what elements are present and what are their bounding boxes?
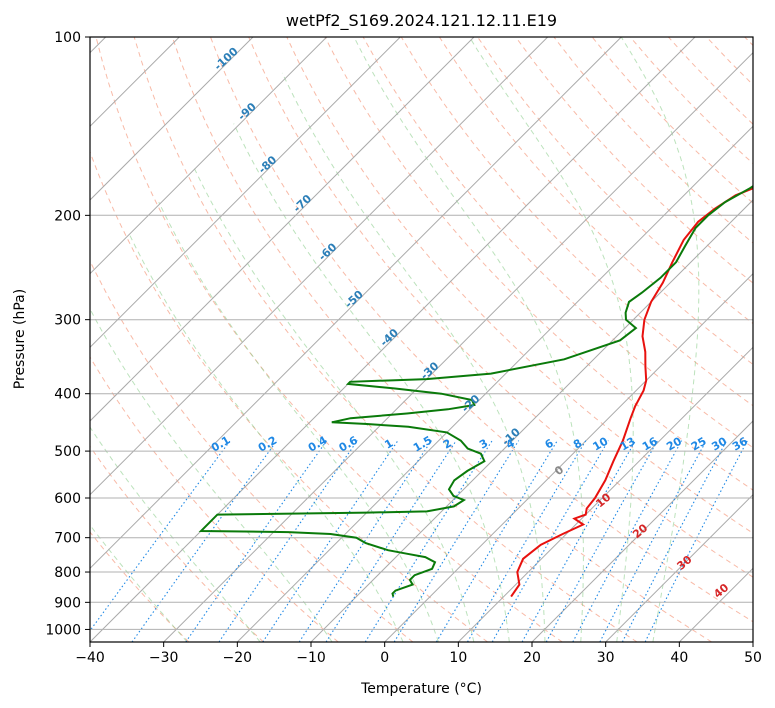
dry-adiabat-line <box>90 445 264 642</box>
mixing-ratio-line <box>298 440 432 642</box>
isotherm-line <box>90 37 401 349</box>
background-lines <box>90 37 753 642</box>
moist-adiabat-line <box>128 233 404 642</box>
isotherm-line <box>90 37 475 422</box>
y-tick-label: 100 <box>54 30 81 46</box>
dewpoint-profile-line <box>198 185 753 597</box>
temperature-profile-line <box>510 187 753 598</box>
isotherm-line <box>457 346 753 642</box>
mixing-ratio-line <box>644 440 748 642</box>
isotherm-line <box>605 493 753 642</box>
y-axis-label: Pressure (hPa) <box>12 289 28 389</box>
isotherm-line <box>163 51 753 642</box>
x-axis-label: Temperature (°C) <box>360 681 482 697</box>
mixing-ratio-line <box>467 440 587 642</box>
mixing-ratio-line <box>325 440 457 642</box>
plot-frame <box>89 36 754 643</box>
isotherm-line <box>90 37 328 275</box>
mixing-ratio-line <box>364 440 493 642</box>
moist-adiabat-line <box>90 308 333 642</box>
x-tick-label: −30 <box>149 650 179 666</box>
dry-adiabat-line <box>438 37 753 366</box>
x-tick-label: 10 <box>449 650 467 666</box>
moist-adiabat-line <box>90 524 188 642</box>
profile-series <box>198 185 753 598</box>
moist-adiabat-line <box>620 37 700 642</box>
y-tick-label: 400 <box>54 387 81 403</box>
x-tick-label: −20 <box>223 650 253 666</box>
isotherm-line <box>236 125 753 642</box>
mixing-ratio-line <box>521 440 637 642</box>
y-tick-label: 300 <box>54 313 81 329</box>
y-tick-label: 900 <box>54 595 81 611</box>
y-tick-label: 200 <box>54 208 81 224</box>
dry-adiabat-line <box>90 150 488 642</box>
y-tick-label: 1000 <box>45 622 81 638</box>
moist-adiabat-line <box>353 37 584 642</box>
mixing-ratio-line <box>545 440 659 642</box>
mixing-ratio-line <box>491 440 609 642</box>
x-tick-label: −40 <box>75 650 105 666</box>
y-tick-label: 500 <box>54 444 81 460</box>
x-tick-label: 30 <box>597 650 615 666</box>
x-tick-label: 20 <box>523 650 541 666</box>
moist-adiabat-line <box>90 426 261 642</box>
axis-ticks: −40 −30 −20 −10 0 10 20 30 40 50 100 200 300 400 500 60… <box>45 30 762 666</box>
mixing-ratio-line <box>185 440 328 642</box>
mixing-ratio-line <box>262 440 399 642</box>
dry-adiabat-line <box>171 37 712 642</box>
chart-title: wetPf2_S169.2024.121.12.11.E19 <box>286 11 557 31</box>
isotherm-line <box>531 420 753 642</box>
dry-adiabat-line <box>400 37 753 407</box>
dry-adiabat-line <box>210 37 753 623</box>
mixing-ratio-line <box>131 440 278 642</box>
isotherm-line <box>310 199 753 642</box>
x-tick-label: 0 <box>380 650 389 666</box>
moist-adiabat-line <box>192 165 475 642</box>
moist-adiabat-line <box>158 201 439 642</box>
dry-adiabat-line <box>90 531 190 642</box>
y-tick-label: 700 <box>54 531 81 547</box>
dry-adiabat-line <box>515 37 753 284</box>
y-tick-label: 600 <box>54 491 81 507</box>
x-tick-label: 50 <box>744 650 762 666</box>
dry-adiabat-line <box>248 37 753 578</box>
mixing-ratio-line <box>572 440 683 642</box>
dry-adiabat-line <box>90 356 339 642</box>
x-tick-label: −10 <box>296 650 326 666</box>
mixing-ratio-line <box>435 440 558 642</box>
isotherm-line <box>90 37 622 570</box>
isotherm-line <box>90 37 696 642</box>
dry-adiabat-line <box>133 37 638 642</box>
x-tick-label: 40 <box>670 650 688 666</box>
dry-adiabat-line <box>95 37 563 642</box>
mixing-ratio-line <box>90 440 231 632</box>
y-tick-label: 800 <box>54 565 81 581</box>
mixing-ratio-line <box>393 440 520 642</box>
isotherm-line <box>384 272 753 642</box>
isotherm-line <box>90 37 254 201</box>
isotherm-line <box>90 37 549 496</box>
